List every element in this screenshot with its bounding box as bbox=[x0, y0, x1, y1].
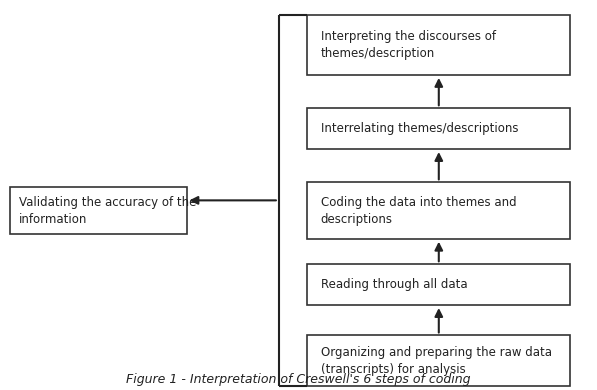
Text: Figure 1 - Interpretation of Creswell's 6 steps of coding: Figure 1 - Interpretation of Creswell's … bbox=[126, 373, 471, 386]
FancyBboxPatch shape bbox=[11, 187, 186, 234]
FancyBboxPatch shape bbox=[307, 108, 570, 149]
Text: Organizing and preparing the raw data
(transcripts) for analysis: Organizing and preparing the raw data (t… bbox=[321, 346, 552, 376]
FancyBboxPatch shape bbox=[307, 183, 570, 239]
FancyBboxPatch shape bbox=[307, 14, 570, 75]
FancyBboxPatch shape bbox=[307, 335, 570, 386]
FancyBboxPatch shape bbox=[307, 264, 570, 305]
Text: Coding the data into themes and
descriptions: Coding the data into themes and descript… bbox=[321, 196, 516, 225]
Text: Interrelating themes/descriptions: Interrelating themes/descriptions bbox=[321, 122, 518, 135]
Text: Interpreting the discourses of
themes/description: Interpreting the discourses of themes/de… bbox=[321, 30, 496, 60]
Text: Reading through all data: Reading through all data bbox=[321, 278, 467, 291]
Text: Validating the accuracy of the
information: Validating the accuracy of the informati… bbox=[19, 196, 196, 225]
